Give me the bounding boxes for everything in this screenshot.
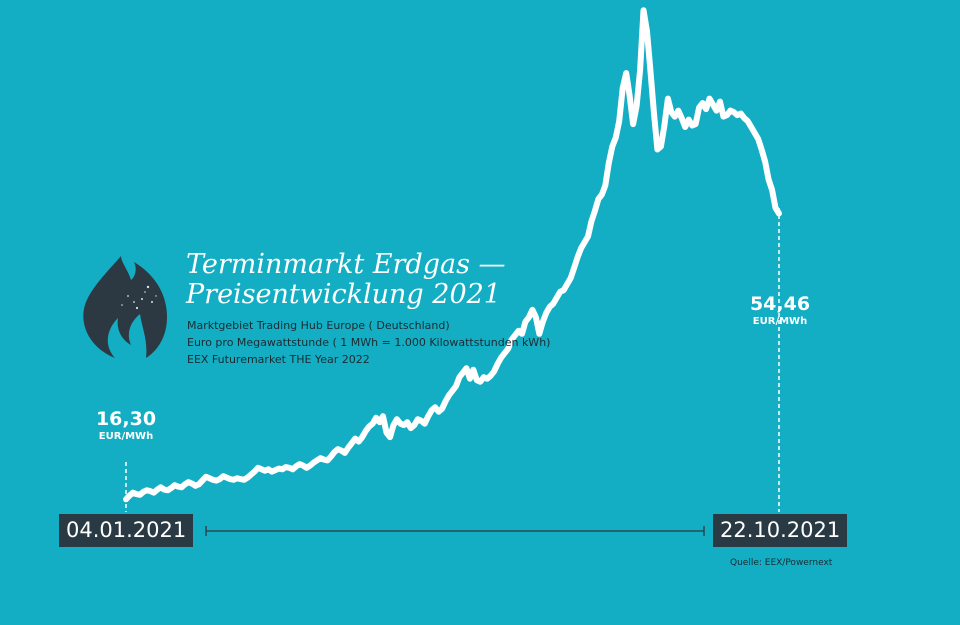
- start-value-label: 16,30 EUR/MWh: [88, 408, 164, 443]
- source-note: Quelle: EEX/Powernext: [730, 558, 833, 568]
- subtitle-line: Euro pro Megawattstunde ( 1 MWh = 1.000 …: [187, 336, 551, 349]
- flame-icon: [83, 256, 168, 358]
- end-value: 54,46: [749, 293, 811, 315]
- chart-title: Terminmarkt Erdgas — Preisentwicklung 20…: [186, 250, 506, 310]
- title-line-1: Terminmarkt Erdgas —: [186, 249, 506, 280]
- subtitle-line: Marktgebiet Trading Hub Europe ( Deutsch…: [187, 319, 450, 332]
- start-value: 16,30: [95, 408, 157, 430]
- subtitle-block: Marktgebiet Trading Hub Europe ( Deutsch…: [187, 317, 550, 368]
- start-unit: EUR/MWh: [98, 431, 154, 442]
- end-unit: EUR/MWh: [752, 316, 808, 327]
- date-range-bracket: [205, 526, 705, 536]
- title-line-2: Preisentwicklung 2021: [186, 279, 501, 310]
- series-line: [123, 7, 782, 503]
- subtitle-line: EEX Futuremarket THE Year 2022: [187, 353, 370, 366]
- start-date-label: 04.01.2021: [59, 514, 194, 547]
- end-value-label: 54,46 EUR/MWh: [740, 293, 820, 328]
- end-date-label: 22.10.2021: [713, 514, 848, 547]
